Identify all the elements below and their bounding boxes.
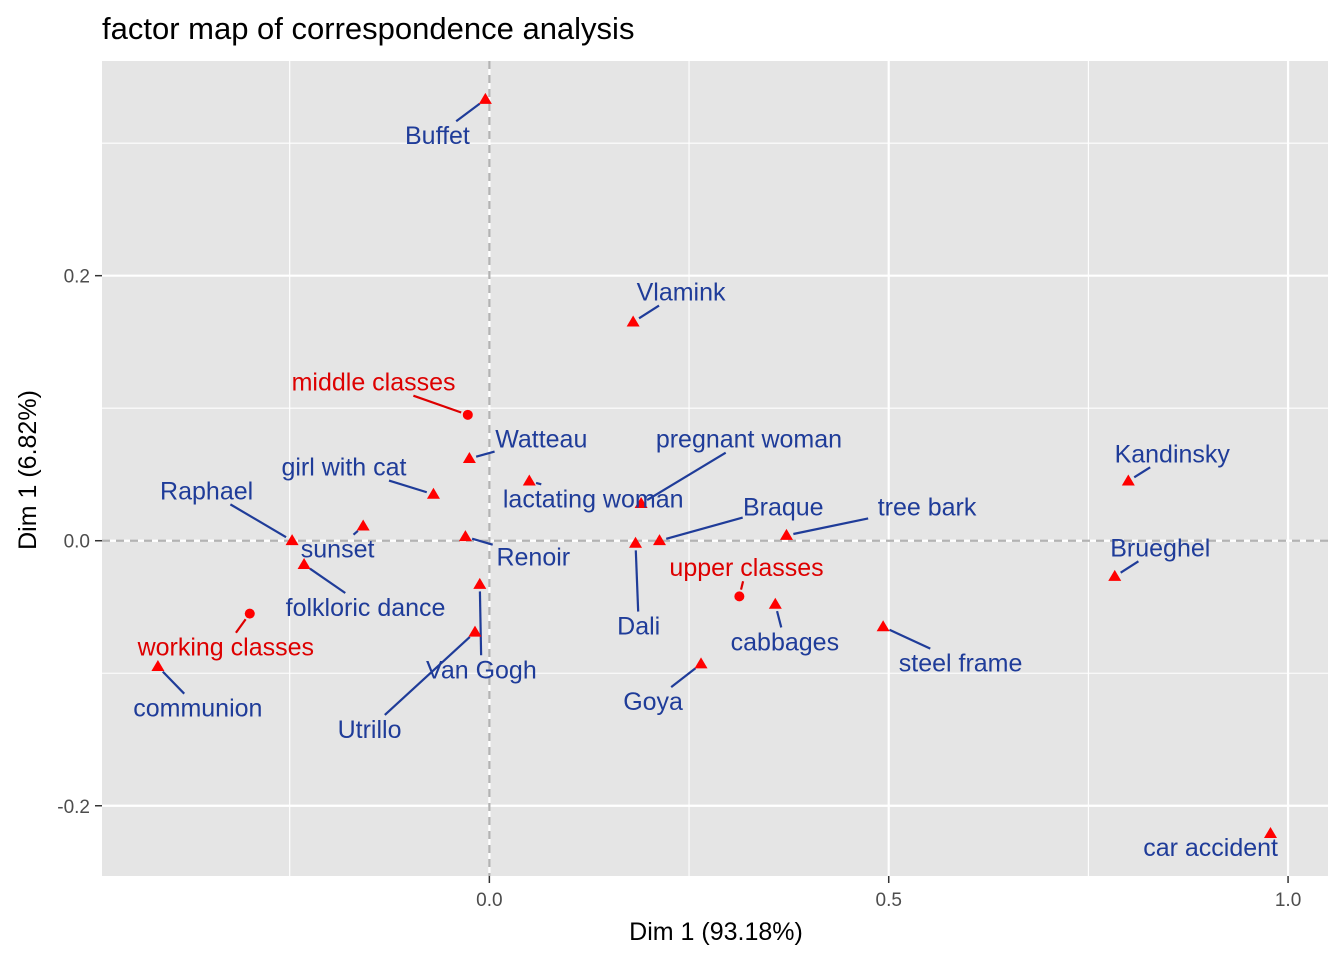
label-working-classes: working classes xyxy=(137,634,314,662)
marker-vlamink xyxy=(626,315,640,327)
marker-braque xyxy=(652,534,666,546)
marker-working-classes xyxy=(244,608,255,619)
x-tick-label: 0.5 xyxy=(876,890,902,911)
label-cabbages: cabbages xyxy=(731,628,839,656)
marker-watteau xyxy=(462,451,476,463)
point-markers xyxy=(151,92,1277,838)
label-communion: communion xyxy=(133,695,262,723)
label-segment-goya xyxy=(670,667,697,688)
label-segment-middle-classes xyxy=(413,394,462,414)
label-pregnant-woman: pregnant woman xyxy=(656,426,842,454)
minor-gridlines xyxy=(102,61,1328,876)
label-middle-classes: middle classes xyxy=(292,369,456,397)
marker-renoir xyxy=(458,530,472,542)
x-tick-label: 0.0 xyxy=(476,890,502,911)
point-labels: Buffet Vlamink Watteau pregnant woman lactat… xyxy=(133,122,1278,862)
marker-steel-frame xyxy=(876,620,890,632)
label-segment-folkloric-dance xyxy=(309,567,346,594)
label-segment-lactating-woman xyxy=(535,481,542,486)
marker-kandinsky xyxy=(1121,474,1135,486)
marker-lactating-woman xyxy=(522,474,536,486)
x-tick-label: 1.0 xyxy=(1275,890,1301,911)
y-tick-label: 0.2 xyxy=(64,267,90,288)
x-axis-ticks: 0.0 0.5 1.0 xyxy=(476,876,1301,911)
marker-communion xyxy=(151,660,165,672)
label-lactating-woman: lactating woman xyxy=(503,485,684,513)
marker-goya xyxy=(694,657,708,669)
label-segment-tree-bark xyxy=(793,517,869,536)
label-car-accident: car accident xyxy=(1143,834,1278,862)
label-buffet: Buffet xyxy=(405,122,470,150)
label-raphael: Raphael xyxy=(160,477,253,505)
label-steel-frame: steel frame xyxy=(899,650,1023,678)
y-axis-ticks: -0.2 0.0 0.2 xyxy=(57,267,102,818)
label-vlamink: Vlamink xyxy=(637,279,726,307)
marker-upper-classes xyxy=(734,591,745,602)
label-segment-upper-classes xyxy=(739,580,745,590)
marker-van-gogh xyxy=(473,577,487,589)
label-folkloric-dance: folkloric dance xyxy=(286,594,446,622)
reference-lines xyxy=(102,61,1328,876)
label-segment-utrillo xyxy=(384,636,471,716)
x-axis-title: Dim 1 (93.18%) xyxy=(629,918,803,946)
label-segment-braque xyxy=(665,516,743,540)
label-segment-cabbages xyxy=(775,610,783,628)
label-segment-kandinsky xyxy=(1133,466,1151,479)
y-tick-label: 0.0 xyxy=(64,532,90,553)
label-segment-working-classes xyxy=(235,618,247,634)
label-van-gogh: Van Gogh xyxy=(426,656,537,684)
label-braque: Braque xyxy=(743,493,824,521)
label-upper-classes: upper classes xyxy=(669,554,823,582)
label-segment-girl-with-cat xyxy=(388,479,428,494)
label-dali: Dali xyxy=(617,613,660,641)
label-renoir: Renoir xyxy=(496,544,570,572)
label-segment-renoir xyxy=(471,537,494,546)
marker-raphael xyxy=(285,534,299,546)
label-segment-van-gogh xyxy=(478,591,483,656)
marker-girl-with-cat xyxy=(426,487,440,499)
label-segment-brueghel xyxy=(1120,560,1140,574)
marker-middle-classes xyxy=(462,409,473,420)
marker-folkloric-dance xyxy=(297,557,311,569)
label-segment-dali xyxy=(634,550,640,612)
label-segments xyxy=(161,102,1151,716)
marker-brueghel xyxy=(1108,569,1122,581)
label-girl-with-cat: girl with cat xyxy=(281,454,406,482)
marker-dali xyxy=(629,536,643,548)
plot-panel xyxy=(102,61,1328,876)
label-kandinsky: Kandinsky xyxy=(1115,440,1231,468)
label-watteau: Watteau xyxy=(495,426,587,454)
label-segment-communion xyxy=(161,670,186,695)
label-segment-buffet xyxy=(455,102,481,123)
label-segment-pregnant-woman xyxy=(646,451,727,501)
marker-sunset xyxy=(356,519,370,531)
label-segment-watteau xyxy=(475,450,495,458)
marker-cabbages xyxy=(768,597,782,609)
marker-buffet xyxy=(478,92,492,104)
marker-pregnant-woman xyxy=(634,497,648,509)
label-segment-steel-frame xyxy=(889,628,931,650)
label-utrillo: Utrillo xyxy=(338,716,402,744)
label-goya: Goya xyxy=(623,688,683,716)
chart-title: factor map of correspondence analysis xyxy=(102,11,634,46)
label-segment-vlamink xyxy=(638,304,660,320)
label-segment-raphael xyxy=(229,503,287,539)
marker-tree-bark xyxy=(779,528,793,540)
label-sunset: sunset xyxy=(301,536,375,564)
label-segment-sunset xyxy=(352,529,359,536)
label-brueghel: Brueghel xyxy=(1110,534,1210,562)
y-tick-label: -0.2 xyxy=(57,797,90,818)
y-axis-title: Dim 1 (6.82%) xyxy=(14,390,42,550)
marker-utrillo xyxy=(468,625,482,637)
marker-car-accident xyxy=(1263,826,1277,838)
label-tree-bark: tree bark xyxy=(878,493,977,521)
